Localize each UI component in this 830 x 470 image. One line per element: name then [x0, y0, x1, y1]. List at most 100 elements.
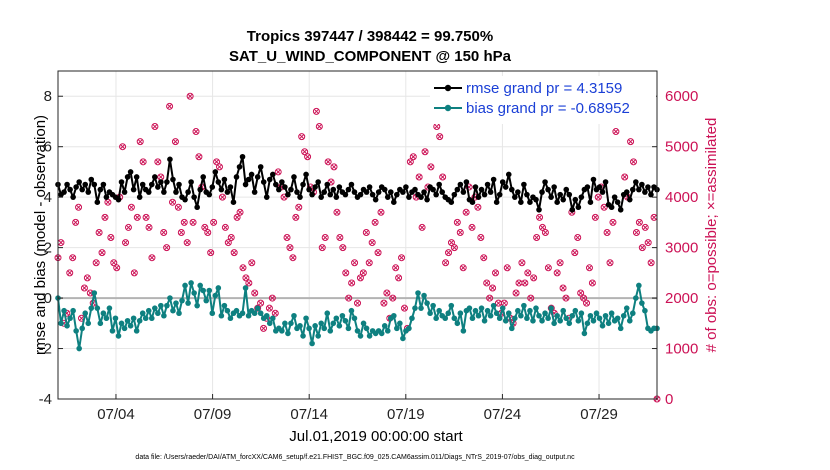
- obs-point-95: [333, 208, 341, 216]
- obs-point-4: [66, 269, 74, 277]
- rmse-point-48: [200, 174, 207, 180]
- bias-point-89: [324, 310, 331, 317]
- bias-point-47: [197, 282, 203, 289]
- rmse-point-51: [209, 184, 216, 190]
- obs-point-25: [127, 203, 135, 211]
- x-tick-label-3: 07/19: [387, 406, 425, 423]
- rmse-point-88: [321, 189, 328, 195]
- rmse-point-116: [406, 194, 412, 200]
- obs-point-6: [72, 218, 80, 226]
- obs-point-99: [345, 294, 353, 302]
- rmse-point-109: [384, 194, 391, 200]
- obs-point-171: [556, 259, 564, 267]
- rmse-point-179: [596, 184, 603, 190]
- obs-point-81: [292, 213, 300, 221]
- rmse-point-69: [263, 194, 270, 200]
- obs-point-103: [356, 274, 364, 282]
- chart-title: Tropics 397447 / 398442 = 99.750%: [247, 28, 493, 45]
- rmse-point-98: [351, 189, 358, 195]
- y-tick-label-5: 6: [44, 139, 52, 156]
- rmse-point-72: [273, 181, 279, 188]
- rmse-point-142: [484, 181, 491, 188]
- obs-point-196: [630, 158, 638, 166]
- obs-point-67: [251, 289, 259, 297]
- bias-point-77: [288, 320, 294, 327]
- rmse-point-84: [309, 191, 315, 198]
- rmse-point-195: [645, 184, 651, 190]
- rmse-point-158: [533, 196, 539, 203]
- rmse-point-15: [100, 181, 107, 188]
- bias-point-129: [445, 310, 452, 317]
- bias-point-128: [442, 315, 449, 322]
- bias-point-122: [424, 300, 430, 306]
- bias-point-190: [629, 310, 636, 317]
- series-group: [55, 153, 660, 352]
- rmse-point-79: [294, 189, 300, 195]
- x-tick-label-0: 07/04: [97, 406, 135, 423]
- y-axis-right-label: # of obs: o=possible; ×=assimilated: [703, 118, 720, 353]
- rmse-point-85: [312, 184, 318, 190]
- bias-point-140: [478, 305, 485, 311]
- obs-point-88: [312, 107, 320, 115]
- obs-point-74: [271, 309, 279, 317]
- y-tick-label-1: -2: [39, 341, 52, 358]
- x-tick-label-2: 07/14: [290, 406, 328, 423]
- rmse-point-130: [448, 199, 455, 205]
- rmse-point-154: [521, 181, 527, 188]
- obs-point-9: [80, 284, 88, 292]
- rmse-point-166: [557, 191, 563, 198]
- rmse-point-13: [94, 199, 101, 205]
- rmse-point-183: [608, 204, 615, 211]
- rmse-point-34: [158, 179, 164, 185]
- obs-point-34: [154, 158, 162, 166]
- obs-point-50: [201, 223, 209, 231]
- obs-point-188: [606, 259, 614, 267]
- rmse-point-153: [518, 199, 524, 205]
- obs-point-133: [445, 249, 453, 257]
- rmse-point-139: [475, 194, 482, 200]
- rmse-point-22: [121, 189, 128, 195]
- bias-point-162: [545, 315, 551, 322]
- bias-point-27: [136, 317, 143, 324]
- bias-point-152: [515, 307, 521, 314]
- rmse-point-193: [639, 181, 645, 188]
- bias-point-53: [215, 285, 222, 291]
- obs-point-112: [383, 289, 391, 297]
- rmse-point-150: [508, 186, 515, 193]
- rmse-point-160: [539, 189, 545, 195]
- bias-point-144: [490, 302, 497, 309]
- rmse-point-175: [584, 184, 591, 190]
- obs-point-37: [163, 244, 171, 252]
- obs-point-7: [75, 203, 83, 211]
- bias-point-38: [170, 307, 176, 314]
- bias-point-117: [409, 315, 415, 322]
- rmse-point-111: [391, 199, 397, 205]
- rmse-point-73: [276, 186, 282, 193]
- rmse-point-120: [418, 194, 424, 200]
- bias-point-32: [152, 305, 158, 311]
- bias-point-194: [642, 307, 648, 314]
- obs-point-75: [274, 168, 282, 176]
- rmse-point-146: [496, 191, 503, 198]
- obs-point-193: [621, 173, 629, 181]
- rmse-point-149: [505, 171, 512, 178]
- chart-subtitle: SAT_U_WIND_COMPONENT @ 150 hPa: [229, 48, 512, 65]
- rmse-point-65: [251, 189, 258, 195]
- rmse-point-169: [566, 191, 573, 198]
- rmse-point-8: [79, 186, 86, 193]
- obs-point-144: [477, 234, 485, 242]
- bias-point-33: [155, 310, 161, 317]
- rmse-point-52: [212, 169, 219, 175]
- obs-point-198: [635, 218, 643, 226]
- rmse-point-104: [369, 191, 376, 198]
- rmse-point-114: [400, 189, 406, 195]
- bias-point-28: [139, 310, 146, 317]
- obs-point-178: [577, 289, 585, 297]
- rmse-point-62: [242, 181, 249, 188]
- bias-point-49: [203, 297, 210, 304]
- rmse-point-131: [451, 191, 458, 198]
- rmse-point-91: [330, 186, 337, 193]
- rmse-point-28: [139, 181, 146, 188]
- rmse-point-74: [279, 179, 285, 185]
- rmse-point-61: [239, 153, 246, 160]
